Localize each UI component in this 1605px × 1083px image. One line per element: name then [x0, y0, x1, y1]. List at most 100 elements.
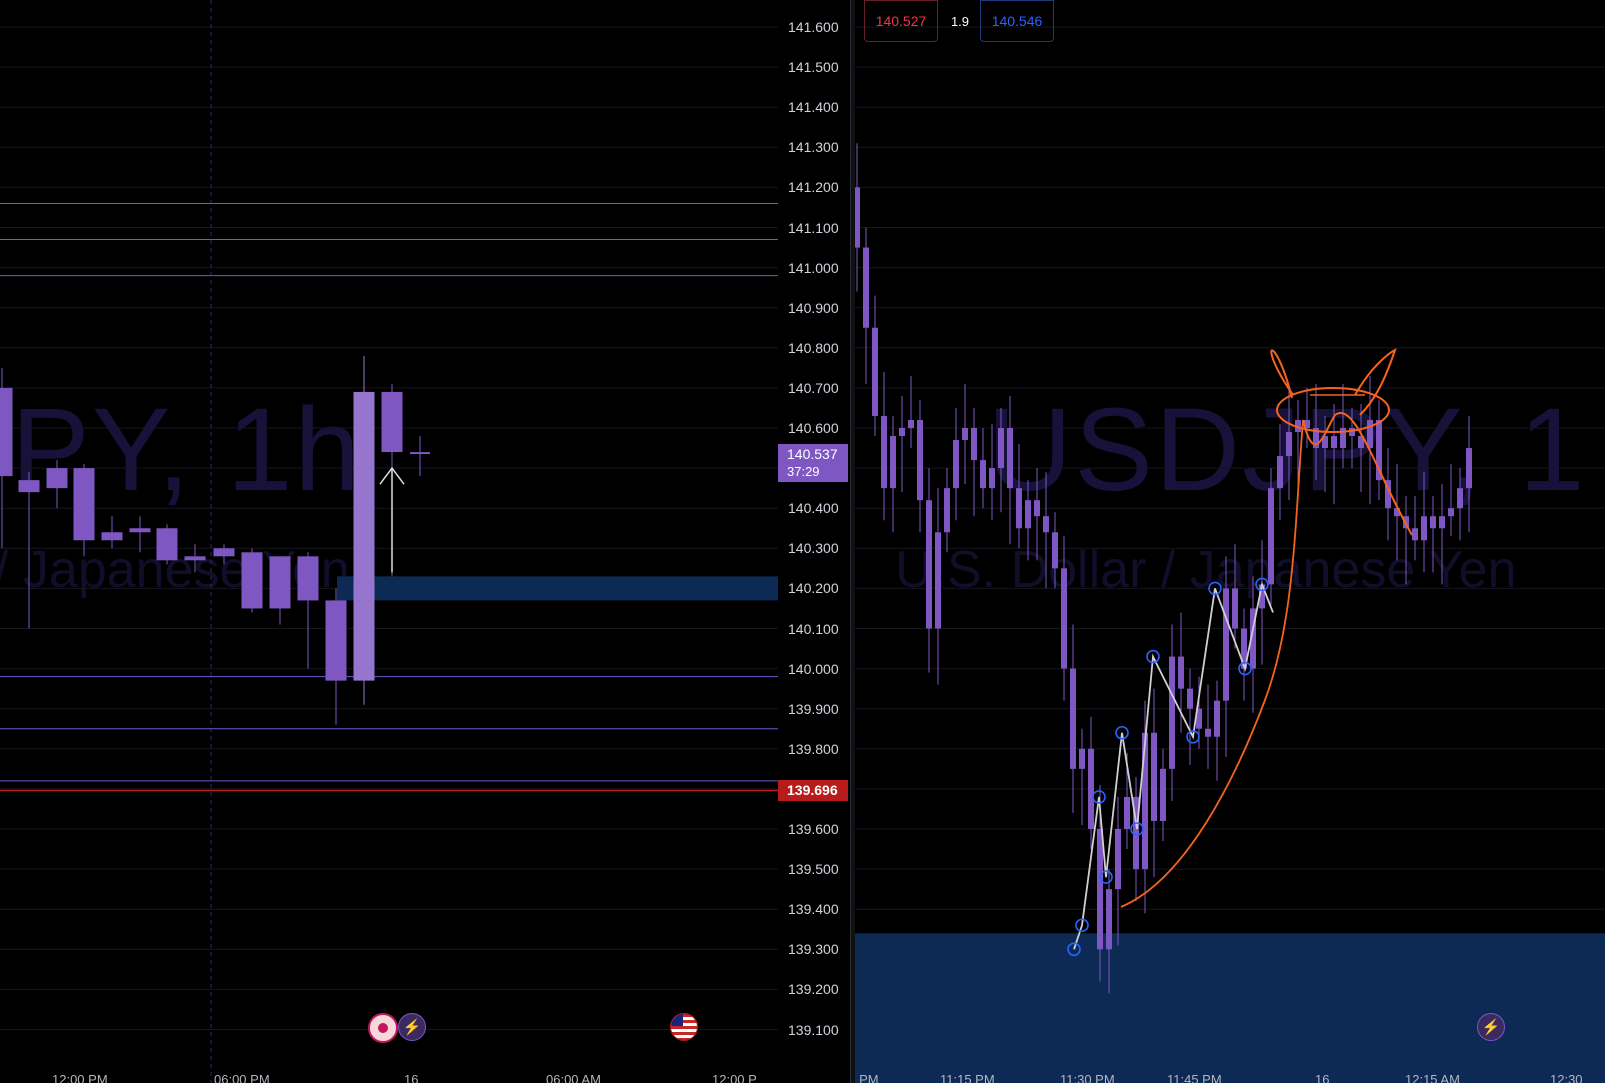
- candle-body: [156, 528, 178, 561]
- candle-body: [944, 488, 950, 533]
- candle-body: [46, 468, 68, 489]
- price-tick-label: 141.100: [788, 219, 839, 236]
- candle-body: [1178, 656, 1184, 689]
- price-tick-label: 141.500: [788, 59, 839, 76]
- circle-drawing: [1276, 387, 1390, 433]
- candle-body: [863, 247, 869, 328]
- price-tick-label: 140.000: [788, 660, 839, 677]
- candle-body: [1214, 700, 1220, 737]
- price-tick-label: 139.400: [788, 901, 839, 918]
- candle-body: [325, 600, 347, 681]
- right-candlestick-chart[interactable]: [855, 0, 1605, 1083]
- price-tick-label: 140.800: [788, 339, 839, 356]
- price-tick-label: 139.300: [788, 941, 839, 958]
- left-candlestick-chart[interactable]: [0, 0, 778, 1083]
- right-chart-pane[interactable]: USDJPY, 1 U.S. Dollar / Japanese Yen ⚡ 0…: [855, 0, 1605, 1083]
- candle-body: [1466, 448, 1472, 489]
- candle-body: [872, 327, 878, 416]
- left-symbol-watermark: JPY, 1h: [0, 384, 363, 516]
- price-axis[interactable]: 141.600 141.500 141.400 141.300 141.200 141.1…: [778, 0, 850, 1083]
- candle-body: [184, 556, 206, 561]
- time-label: 00 PM: [855, 1072, 879, 1083]
- candle-body: [1061, 568, 1067, 669]
- candle-body: [1196, 708, 1202, 729]
- price-tick-label: 139.500: [788, 861, 839, 878]
- price-tick-label: 140.400: [788, 500, 839, 517]
- us-flag-icon[interactable]: [670, 1013, 698, 1041]
- candle-body: [935, 532, 941, 629]
- price-tick-label: 139.900: [788, 700, 839, 717]
- candle-body: [1313, 428, 1319, 449]
- candle-body: [899, 428, 905, 437]
- price-tick-label: 139.100: [788, 1021, 839, 1038]
- candle-body: [1295, 419, 1301, 433]
- price-tick-label: 140.100: [788, 620, 839, 637]
- demand-zone: [855, 933, 1605, 1083]
- pivot-marker: [1146, 649, 1160, 664]
- price-tick-label: 140.300: [788, 540, 839, 557]
- spread-value: 1.9: [950, 13, 970, 29]
- candle-body: [129, 528, 151, 533]
- time-label: 11:15 PM: [940, 1072, 995, 1083]
- buy-price-button[interactable]: 140.546: [980, 0, 1054, 42]
- candle-body: [381, 391, 403, 453]
- record-icon[interactable]: [368, 1013, 398, 1043]
- pivot-marker: [1067, 942, 1081, 957]
- candle-body: [1421, 516, 1427, 541]
- candle-body: [1034, 500, 1040, 517]
- pivot-marker: [1099, 870, 1113, 884]
- candle-body: [1187, 688, 1193, 709]
- arrow-annotation-head: [379, 466, 405, 485]
- lightning-icon[interactable]: ⚡: [1477, 1013, 1505, 1041]
- candle-body: [269, 556, 291, 609]
- candle-body: [1043, 516, 1049, 533]
- candle-body: [1430, 516, 1436, 529]
- price-tick-label: 140.900: [788, 299, 839, 316]
- pivot-marker: [1130, 822, 1144, 836]
- candle-body: [1070, 668, 1076, 769]
- current-price: 140.537: [787, 446, 838, 462]
- candle-body: [1169, 656, 1175, 769]
- candle-body: [1016, 488, 1022, 529]
- candle-body: [1358, 436, 1364, 449]
- lightning-icon[interactable]: ⚡: [398, 1013, 426, 1041]
- pane-divider[interactable]: [850, 0, 855, 1083]
- candle-body: [998, 428, 1004, 469]
- price-tick-label: 139.800: [788, 740, 839, 757]
- pivot-marker: [1255, 577, 1269, 592]
- candle-body: [1367, 419, 1373, 449]
- candle-body: [213, 548, 235, 557]
- candle-body: [1331, 436, 1337, 449]
- candle-body: [989, 468, 995, 489]
- demand-zone: [337, 576, 778, 601]
- sell-price-button[interactable]: 140.527: [864, 0, 938, 42]
- price-tick-label: 141.000: [788, 259, 839, 276]
- candle-body: [1151, 732, 1157, 821]
- time-label: 11:30 PM: [1060, 1072, 1115, 1083]
- scribble-drawing: [1302, 412, 1413, 536]
- current-price-label: 140.537 37:29: [778, 444, 848, 482]
- time-label: 12:00 P: [712, 1072, 757, 1083]
- candle-body: [1142, 732, 1148, 870]
- price-tick-label: 140.200: [788, 580, 839, 597]
- candle-body: [908, 419, 914, 428]
- candle-body: [926, 500, 932, 629]
- candle-body: [881, 415, 887, 489]
- candle-body: [1007, 428, 1013, 489]
- candle-body: [1448, 508, 1454, 517]
- candle-body: [1097, 829, 1103, 950]
- price-tick-label: 139.200: [788, 981, 839, 998]
- candle-body: [1412, 528, 1418, 541]
- alert-price-label[interactable]: 139.696: [778, 780, 848, 801]
- candle-body: [980, 460, 986, 489]
- time-label: 06:00 AM: [546, 1072, 601, 1083]
- time-label: 12:15 AM: [1405, 1072, 1460, 1083]
- candle-body: [1124, 796, 1130, 829]
- candle-body: [297, 556, 319, 601]
- candle-body: [1304, 419, 1310, 428]
- candle-body: [73, 468, 95, 541]
- left-chart-pane[interactable]: JPY, 1h / Japanese Yen ⚡ 12:00 PM 06:00 …: [0, 0, 778, 1083]
- candle-body: [1322, 436, 1328, 449]
- candle-body: [1394, 508, 1400, 517]
